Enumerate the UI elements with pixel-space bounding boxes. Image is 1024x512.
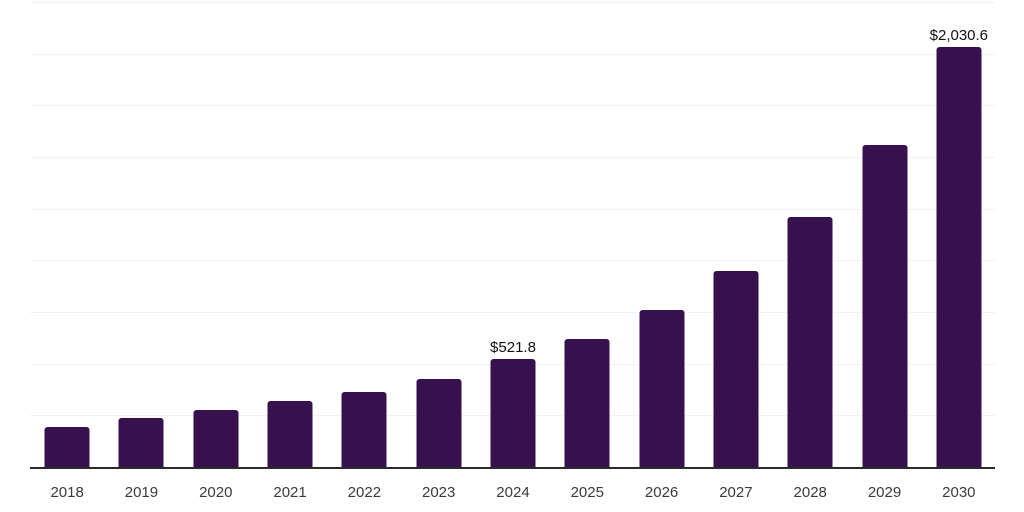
tick-label-2020: 2020 [199,484,233,501]
gridline [30,105,995,107]
gridline [30,157,995,158]
x-axis-line [30,467,995,469]
bar-2024 [490,359,536,467]
x-axis-tick-labels: 2018 2019 2020 2021 2022 2023 2024 2025 2026 2027… [30,484,996,504]
bar-2025 [564,338,610,467]
tick-label-2023: 2023 [421,484,456,501]
bar-slot [550,2,624,467]
gridline [30,53,995,55]
bar-2019 [118,418,164,467]
tick-label-2028: 2028 [793,484,827,501]
bar-slot [402,2,476,467]
bar-slot [624,2,698,467]
tick-label-2026: 2026 [644,484,679,501]
tick-label-2030: 2030 [942,484,976,501]
bar-2029 [862,144,908,467]
bar-slot [773,2,847,467]
bar-2030 [936,47,982,467]
bar-2027 [713,270,759,467]
gridline [30,208,995,210]
bar-slot [699,2,773,467]
bar-2020 [193,410,239,467]
bar-slot: $2,030.6 [922,2,996,467]
bar-slot [104,2,178,467]
tick-label-2022: 2022 [347,484,382,501]
plot-area: $521.8 $2,030.6 [30,2,996,467]
data-label-2030: $2,030.6 [929,27,989,45]
tick-label-2027: 2027 [719,484,753,501]
tick-label-2021: 2021 [273,484,307,501]
gridline [30,2,995,3]
bar-slot [179,2,253,467]
bar-slot [327,2,401,467]
bar-slot: $521.8 [476,2,550,467]
gridline [30,312,995,313]
bar-2018 [44,427,90,467]
tick-label-2019: 2019 [124,484,159,501]
bar-2021 [267,401,313,467]
bar-2026 [639,309,685,467]
bar-2022 [341,392,387,467]
gridline [30,260,995,262]
bar-slot [30,2,104,467]
bar-2028 [787,216,833,467]
bar-2023 [416,379,462,467]
tick-label-2025: 2025 [570,484,604,501]
tick-label-2018: 2018 [50,484,84,501]
bar-slot [847,2,921,467]
bar-slot [253,2,327,467]
tick-label-2024: 2024 [496,484,530,501]
data-label-2024: $521.8 [490,339,536,357]
tick-label-2029: 2029 [867,484,902,501]
